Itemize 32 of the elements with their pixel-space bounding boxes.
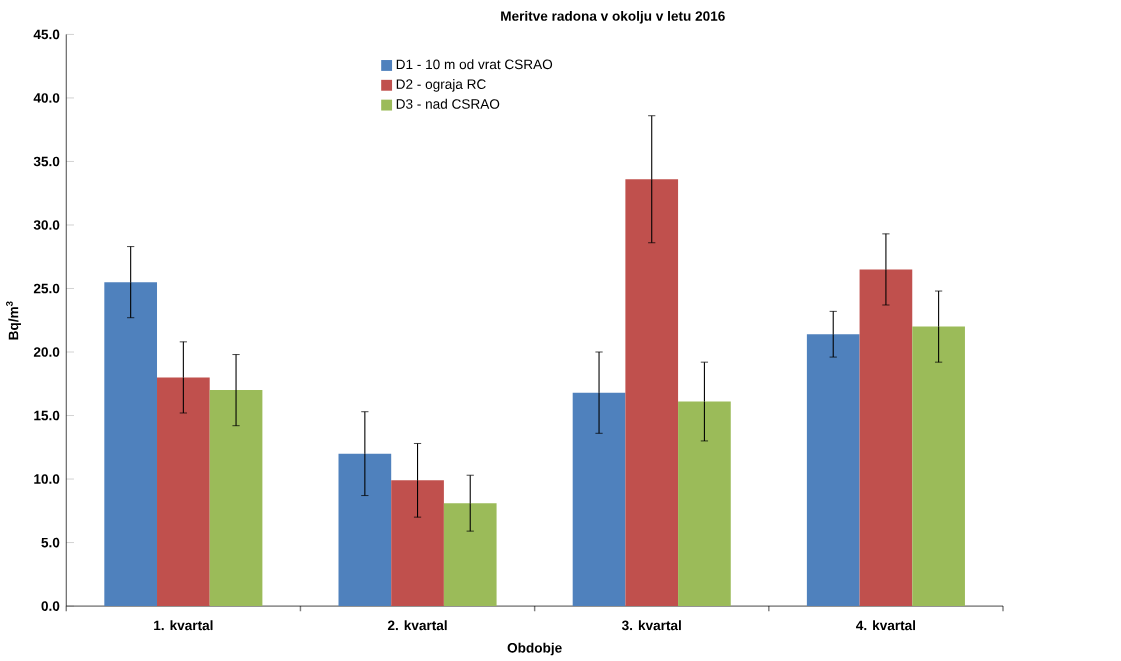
y-tick-label: 40.0 <box>33 92 60 103</box>
bar <box>912 326 965 606</box>
bar <box>338 453 392 606</box>
x-tick-label: 1. kvartal <box>154 620 213 631</box>
bar <box>391 480 444 606</box>
y-tick-label: 20.0 <box>33 347 60 357</box>
y-tick-label: 25.0 <box>33 283 60 294</box>
bar <box>443 503 497 606</box>
y-axis-title: Bq/m$^{3}$ <box>6 301 21 340</box>
y-tick-label: 35.0 <box>33 156 60 167</box>
y-tick-label: 10.0 <box>34 474 60 484</box>
legend-label: D1 - 10 m od vrat CSRAO <box>396 59 553 69</box>
bar <box>625 179 679 606</box>
bar <box>104 281 158 606</box>
x-tick-label: 3. kvartal <box>621 620 681 631</box>
legend-label: D3 - nad CSRAO <box>396 98 500 109</box>
y-tick-label: 30.0 <box>33 219 60 230</box>
y-tick-label: 15.0 <box>34 410 60 421</box>
legend-label: D2 - ograja RC <box>396 78 486 92</box>
x-axis-title: Obdobje <box>507 642 562 656</box>
x-tick-label: 2. kvartal <box>387 620 447 631</box>
y-tick-label: 5.0 <box>41 537 60 548</box>
bar <box>806 334 860 606</box>
bar <box>209 389 263 606</box>
bar <box>572 392 626 606</box>
y-tick-label: 45.0 <box>33 29 60 40</box>
y-tick-label: 0.0 <box>41 601 60 611</box>
x-tick-label: 4. kvartal <box>856 620 916 631</box>
bar <box>859 269 913 606</box>
bar <box>157 377 210 606</box>
chart-title: Meritve radona v okolju v letu 2016 <box>501 10 725 24</box>
bar <box>678 401 731 606</box>
